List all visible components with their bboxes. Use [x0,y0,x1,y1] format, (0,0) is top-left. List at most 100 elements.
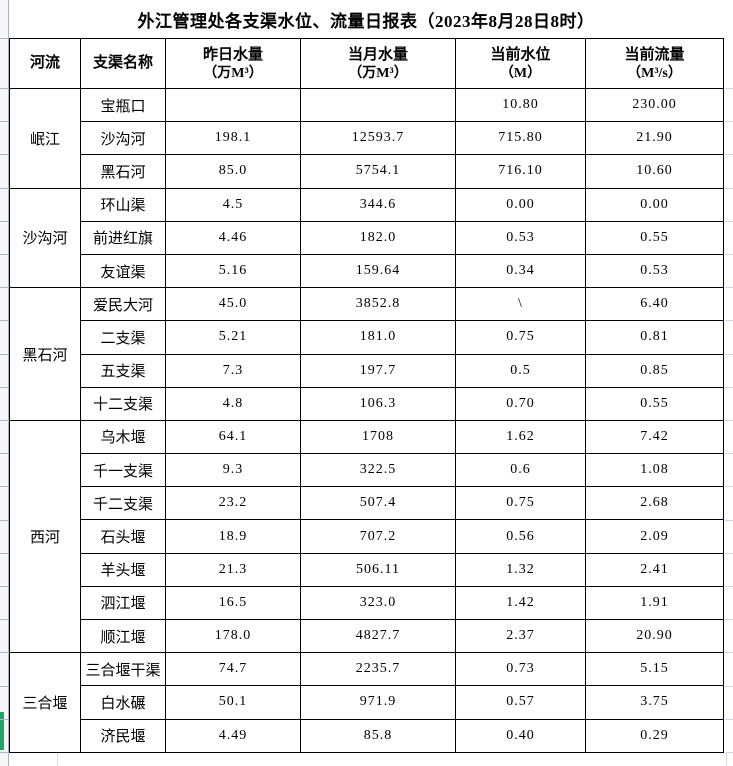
cell-monthly-volume[interactable]: 2235.7 [300,652,456,687]
cell-current-flow[interactable]: 20.90 [585,618,724,654]
row-header-strip[interactable] [0,0,9,766]
col-header-canal-name[interactable]: 支渠名称 [80,38,166,89]
cell-monthly-volume[interactable] [300,87,456,123]
cell-monthly-volume[interactable]: 197.7 [300,353,456,388]
cell-monthly-volume[interactable]: 506.11 [300,552,456,587]
cell-monthly-volume[interactable]: 323.0 [300,585,456,621]
cell-river[interactable]: 西河 [9,419,81,654]
cell-canal-name[interactable]: 黑石河 [80,154,166,189]
cell-yesterday-volume[interactable]: 9.3 [165,453,301,488]
cell-yesterday-volume[interactable]: 18.9 [165,519,301,554]
cell-current-level[interactable]: 0.75 [455,320,586,355]
cell-current-level[interactable]: 716.10 [455,154,586,189]
cell-canal-name[interactable]: 友谊渠 [80,253,166,289]
col-header-yesterday-volume[interactable]: 昨日水量 （万M³） [165,38,301,89]
cell-current-level[interactable]: 0.70 [455,386,586,421]
col-header-river[interactable]: 河流 [9,38,81,89]
cell-monthly-volume[interactable]: 159.64 [300,253,456,289]
cell-canal-name[interactable]: 顺江堰 [80,618,166,654]
cell-monthly-volume[interactable]: 5754.1 [300,154,456,189]
cell-current-flow[interactable]: 0.00 [585,187,724,222]
report-title[interactable]: 外江管理处各支渠水位、流量日报表（2023年8月28日8时） [137,11,595,31]
cell-current-flow[interactable]: 0.55 [585,220,724,255]
col-header-monthly-volume[interactable]: 当月水量 （万M³） [300,38,456,89]
cell-current-level[interactable]: 2.37 [455,618,586,654]
cell-monthly-volume[interactable]: 182.0 [300,220,456,255]
cell-current-flow[interactable]: 21.90 [585,121,724,156]
cell-monthly-volume[interactable]: 707.2 [300,519,456,554]
col-header-current-level[interactable]: 当前水位 （M） [455,38,586,89]
cell-monthly-volume[interactable]: 85.8 [300,718,456,753]
cell-monthly-volume[interactable]: 507.4 [300,486,456,521]
cell-yesterday-volume[interactable]: 5.16 [165,253,301,289]
cell-current-flow[interactable]: 1.91 [585,585,724,621]
cell-river[interactable]: 沙沟河 [9,187,81,289]
cell-canal-name[interactable]: 泗江堰 [80,585,166,621]
cell-monthly-volume[interactable]: 106.3 [300,386,456,421]
cell-river[interactable]: 三合堰 [9,652,81,753]
cell-current-level[interactable]: 0.6 [455,453,586,488]
cell-yesterday-volume[interactable]: 16.5 [165,585,301,621]
cell-monthly-volume[interactable]: 1708 [300,419,456,455]
cell-current-level[interactable]: 0.75 [455,486,586,521]
cell-current-level[interactable]: 1.42 [455,585,586,621]
cell-canal-name[interactable]: 石头堰 [80,519,166,554]
cell-yesterday-volume[interactable]: 178.0 [165,618,301,654]
cell-current-level[interactable]: 0.53 [455,220,586,255]
cell-canal-name[interactable]: 五支渠 [80,353,166,388]
cell-monthly-volume[interactable]: 181.0 [300,320,456,355]
cell-current-flow[interactable]: 2.41 [585,552,724,587]
cell-current-flow[interactable]: 10.60 [585,154,724,189]
cell-current-flow[interactable]: 0.85 [585,353,724,388]
cell-monthly-volume[interactable]: 3852.8 [300,287,456,322]
cell-canal-name[interactable]: 千一支渠 [80,453,166,488]
cell-current-level[interactable]: 0.34 [455,253,586,289]
cell-current-flow[interactable]: 2.68 [585,486,724,521]
cell-monthly-volume[interactable]: 344.6 [300,187,456,222]
cell-canal-name[interactable]: 宝瓶口 [80,87,166,123]
cell-yesterday-volume[interactable]: 85.0 [165,154,301,189]
cell-current-level[interactable]: 0.57 [455,685,586,720]
cell-yesterday-volume[interactable]: 4.49 [165,718,301,753]
cell-current-flow[interactable]: 3.75 [585,685,724,720]
cell-current-flow[interactable]: 0.81 [585,320,724,355]
cell-canal-name[interactable]: 沙沟河 [80,121,166,156]
cell-monthly-volume[interactable]: 322.5 [300,453,456,488]
cell-canal-name[interactable]: 十二支渠 [80,386,166,421]
cell-canal-name[interactable]: 羊头堰 [80,552,166,587]
cell-canal-name[interactable]: 济民堰 [80,718,166,753]
cell-monthly-volume[interactable]: 4827.7 [300,618,456,654]
cell-current-flow[interactable]: 2.09 [585,519,724,554]
cell-current-flow[interactable]: 7.42 [585,419,724,455]
cell-current-flow[interactable]: 0.29 [585,718,724,753]
cell-current-level[interactable]: 1.32 [455,552,586,587]
cell-current-level[interactable]: \ [455,287,586,322]
cell-yesterday-volume[interactable]: 74.7 [165,652,301,687]
cell-current-flow[interactable]: 0.53 [585,253,724,289]
cell-yesterday-volume[interactable]: 7.3 [165,353,301,388]
cell-canal-name[interactable]: 前进红旗 [80,220,166,255]
cell-yesterday-volume[interactable]: 23.2 [165,486,301,521]
cell-yesterday-volume[interactable]: 21.3 [165,552,301,587]
cell-river[interactable]: 岷江 [9,88,81,189]
cell-canal-name[interactable]: 爱民大河 [80,287,166,322]
cell-yesterday-volume[interactable]: 5.21 [165,320,301,355]
cell-yesterday-volume[interactable]: 50.1 [165,685,301,720]
cell-current-flow[interactable]: 1.08 [585,453,724,488]
cell-yesterday-volume[interactable]: 4.46 [165,220,301,255]
cell-yesterday-volume[interactable] [165,87,301,123]
cell-monthly-volume[interactable]: 12593.7 [300,121,456,156]
cell-yesterday-volume[interactable]: 64.1 [165,419,301,455]
cell-current-level[interactable]: 715.80 [455,121,586,156]
cell-current-level[interactable]: 0.5 [455,353,586,388]
cell-current-level[interactable]: 0.73 [455,652,586,687]
cell-yesterday-volume[interactable]: 45.0 [165,287,301,322]
cell-current-flow[interactable]: 5.15 [585,652,724,687]
cell-current-level[interactable]: 10.80 [455,87,586,123]
cell-canal-name[interactable]: 环山渠 [80,187,166,222]
cell-current-level[interactable]: 1.62 [455,419,586,455]
cell-canal-name[interactable]: 白水碾 [80,685,166,720]
cell-canal-name[interactable]: 千二支渠 [80,486,166,521]
cell-monthly-volume[interactable]: 971.9 [300,685,456,720]
cell-river[interactable]: 黑石河 [9,287,81,421]
